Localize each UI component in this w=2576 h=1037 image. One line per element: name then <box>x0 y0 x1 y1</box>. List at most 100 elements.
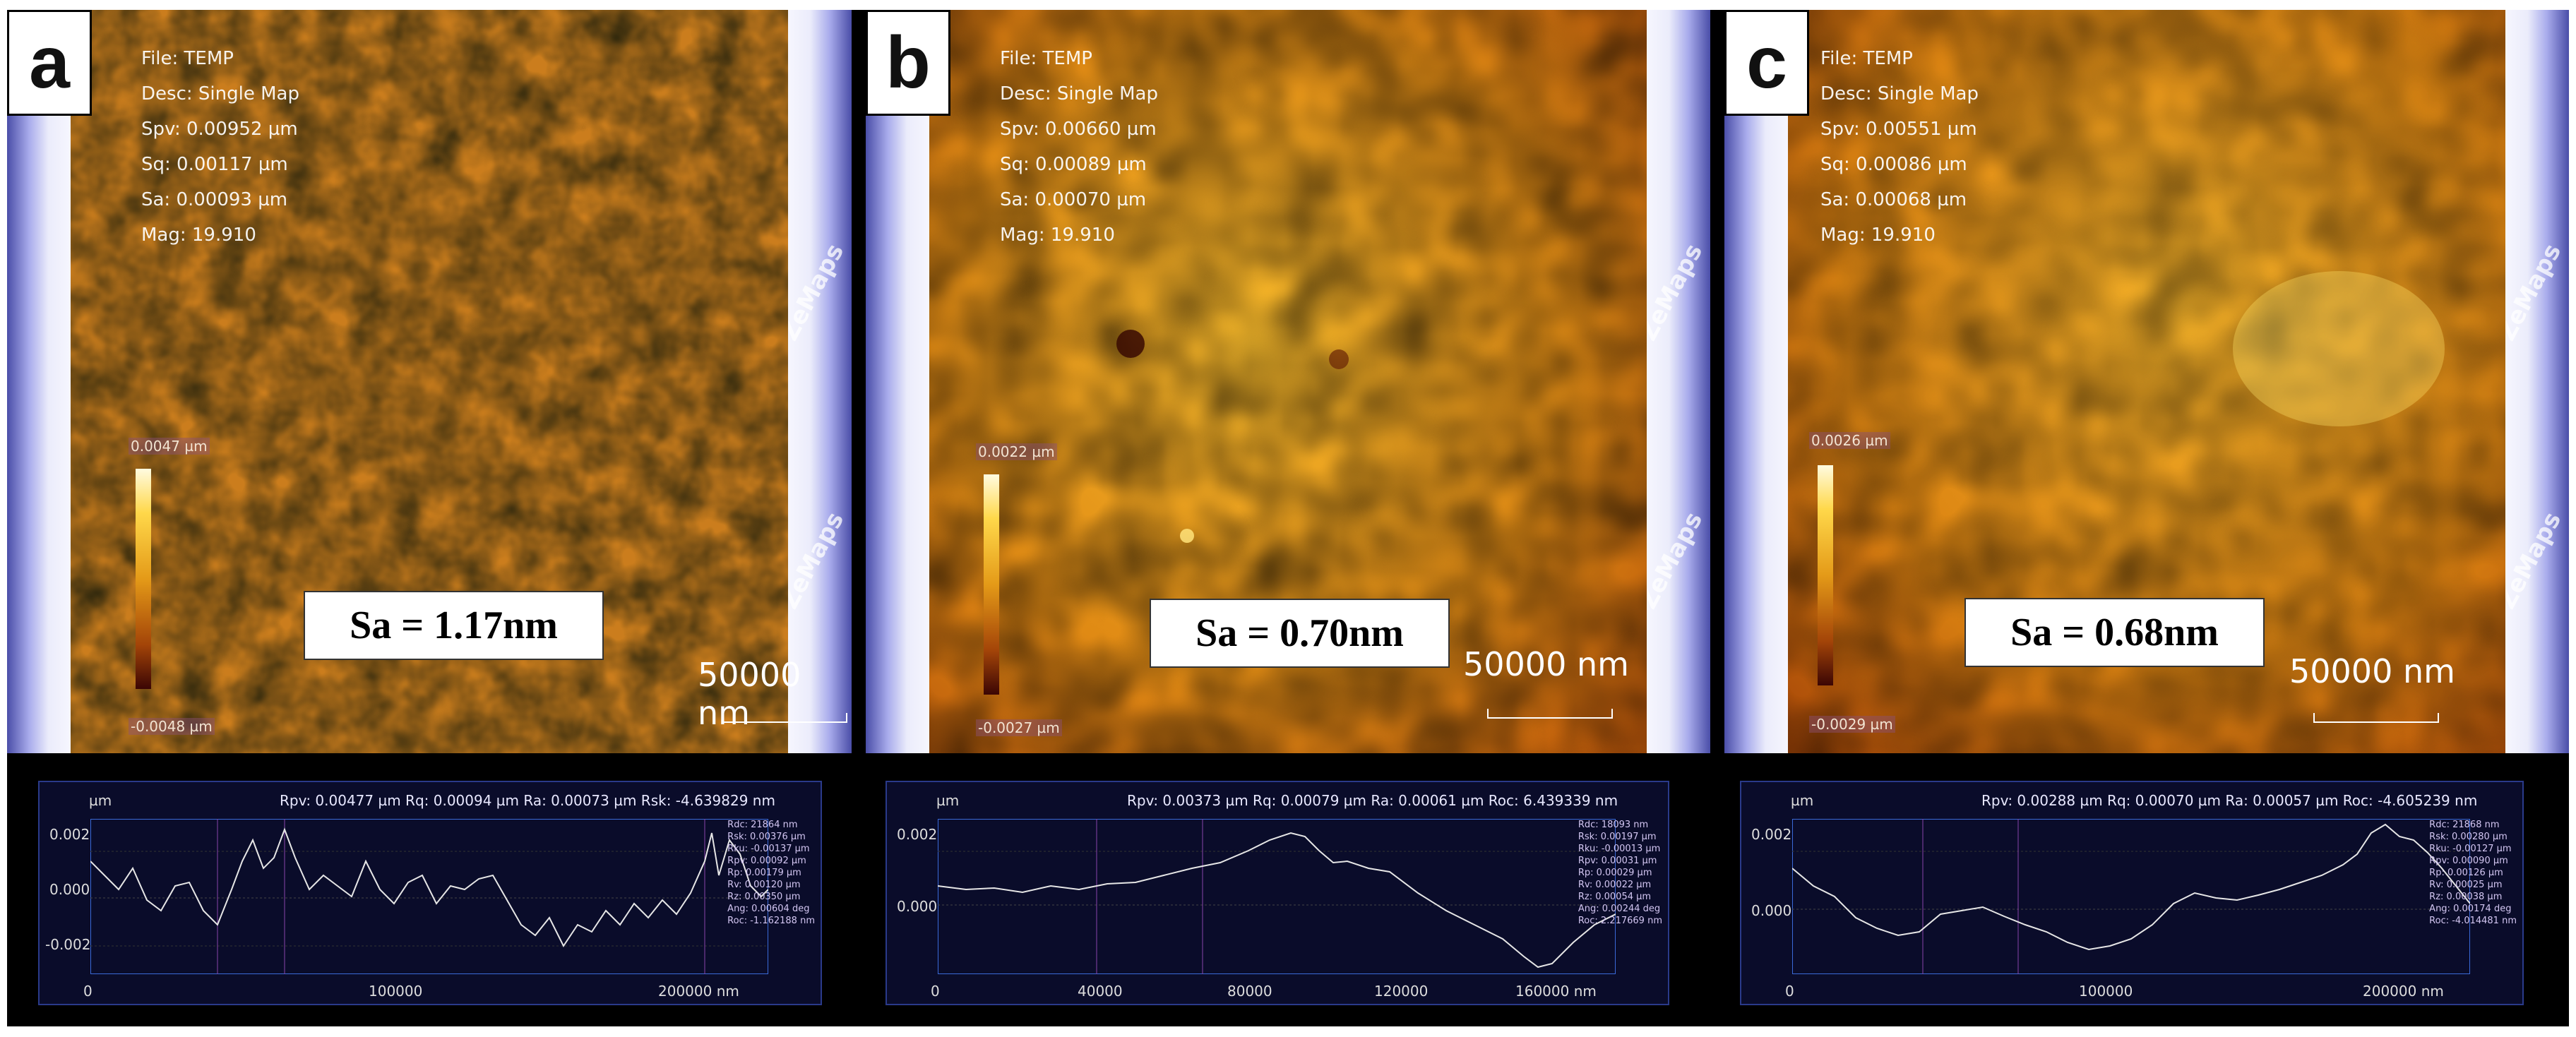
roughness-stats: Rdc: 21868 nm Rsk: 0.00280 µm Rku: -0.00… <box>2429 819 2517 927</box>
profile-plot <box>90 819 768 974</box>
y-tick-label: 0.000 <box>1751 902 1792 919</box>
side-strip-right: ZeMaps ZeMaps <box>775 10 852 753</box>
scale-bar-label: 50000 nm <box>1463 645 1629 683</box>
meta-line: Spv: 0.00551 µm <box>1820 119 1977 140</box>
profile-plot <box>938 819 1616 974</box>
x-tick-label: 100000 <box>369 983 423 1000</box>
profile-unit-label: µm <box>89 792 112 809</box>
colorbar-top-label: 0.0026 µm <box>1809 432 1890 449</box>
meta-line: Mag: 19.910 <box>1000 224 1115 246</box>
stat-line: Rv: 0.00025 µm <box>2429 880 2503 890</box>
colorbar-top-label: 0.0022 µm <box>976 443 1057 460</box>
colorbar <box>136 469 151 689</box>
meta-line: File: TEMP <box>1820 48 1913 69</box>
stat-line: Rdc: 18093 nm <box>1578 820 1649 830</box>
x-tick-label: 120000 <box>1374 983 1429 1000</box>
stat-line: Roc: -1.162188 nm <box>727 916 815 926</box>
stat-line: Rdc: 21864 nm <box>727 820 798 830</box>
stat-line: Rpv: 0.00031 µm <box>1578 856 1657 866</box>
afm-panel-a: ZeMaps ZeMaps a File: TEMP Desc: Single … <box>7 10 852 753</box>
profile-unit-label: µm <box>1791 792 1814 809</box>
colorbar-bottom-label: -0.0027 µm <box>976 719 1062 736</box>
x-tick-label: 200000 nm <box>2363 983 2444 1000</box>
meta-line: Sa: 0.00093 µm <box>141 189 288 210</box>
sa-label: Sa = 0.70nm <box>1150 599 1450 668</box>
y-tick-label: 0.000 <box>897 898 938 915</box>
stat-line: Rp: 0.00029 µm <box>1578 868 1652 878</box>
stat-line: Roc: 2.217669 nm <box>1578 916 1662 926</box>
meta-line: Spv: 0.00660 µm <box>1000 119 1157 140</box>
meta-line: Sq: 0.00089 µm <box>1000 154 1147 175</box>
colorbar-top-label: 0.0047 µm <box>129 438 210 455</box>
panel-letter: c <box>1724 10 1809 116</box>
roughness-stats: Rdc: 21864 nm Rsk: 0.00376 µm Rku: -0.00… <box>727 819 815 927</box>
colorbar <box>1818 465 1833 685</box>
stat-line: Rsk: 0.00280 µm <box>2429 832 2508 842</box>
scan-metadata: File: TEMP Desc: Single Map Spv: 0.00551… <box>1820 41 1979 253</box>
x-tick-label: 0 <box>1785 983 1794 1000</box>
stat-line: Rsk: 0.00197 µm <box>1578 832 1657 842</box>
meta-line: File: TEMP <box>1000 48 1092 69</box>
x-tick-label: 80000 <box>1227 983 1272 1000</box>
profile-trace <box>90 827 768 947</box>
height-map-image <box>71 10 788 753</box>
scale-bar <box>722 713 847 723</box>
roughness-stats: Rdc: 18093 nm Rsk: 0.00197 µm Rku: -0.00… <box>1578 819 1662 927</box>
stat-line: Rz: 0.00038 µm <box>2429 892 2503 902</box>
profile-trace <box>938 832 1616 969</box>
y-tick-label: 0.002 <box>49 826 90 843</box>
meta-line: Desc: Single Map <box>1000 83 1158 104</box>
line-profile-b: µm Rpv: 0.00373 µm Rq: 0.00079 µm Ra: 0.… <box>886 781 1669 1005</box>
meta-line: Spv: 0.00952 µm <box>141 119 298 140</box>
profile-trace <box>1792 823 2470 951</box>
profile-summary: Rpv: 0.00373 µm Rq: 0.00079 µm Ra: 0.000… <box>1127 792 1618 809</box>
colorbar-bottom-label: -0.0048 µm <box>129 718 215 735</box>
x-tick-label: 200000 nm <box>658 983 739 1000</box>
side-strip-left <box>866 10 929 753</box>
meta-line: Sq: 0.00117 µm <box>141 154 288 175</box>
line-profile-c: µm Rpv: 0.00288 µm Rq: 0.00070 µm Ra: 0.… <box>1740 781 2524 1005</box>
stat-line: Rz: 0.00054 µm <box>1578 892 1652 902</box>
stat-line: Ang: 0.00604 deg <box>727 904 810 914</box>
height-map-image <box>1788 10 2505 753</box>
side-strip-right: ZeMaps ZeMaps <box>1634 10 1710 753</box>
scan-metadata: File: TEMP Desc: Single Map Spv: 0.00660… <box>1000 41 1158 253</box>
stat-line: Ang: 0.00174 deg <box>2429 904 2512 914</box>
colorbar <box>984 474 999 695</box>
x-tick-label: 0 <box>83 983 93 1000</box>
panel-letter: a <box>7 10 92 116</box>
line-profile-a: µm Rpv: 0.00477 µm Rq: 0.00094 µm Ra: 0.… <box>38 781 822 1005</box>
stat-line: Rpv: 0.00090 µm <box>2429 856 2508 866</box>
stat-line: Rp: 0.00179 µm <box>727 868 801 878</box>
profile-unit-label: µm <box>936 792 960 809</box>
panel-letter: b <box>866 10 950 116</box>
stat-line: Rku: -0.00127 µm <box>2429 844 2512 854</box>
profile-summary: Rpv: 0.00288 µm Rq: 0.00070 µm Ra: 0.000… <box>1981 792 2478 809</box>
meta-line: Mag: 19.910 <box>1820 224 1936 246</box>
stat-line: Rz: 0.00350 µm <box>727 892 801 902</box>
meta-line: Desc: Single Map <box>1820 83 1979 104</box>
height-map-image <box>929 10 1647 753</box>
y-tick-label: 0.000 <box>49 881 90 898</box>
x-tick-label: 0 <box>931 983 940 1000</box>
stat-line: Rku: -0.00013 µm <box>1578 844 1661 854</box>
scan-metadata: File: TEMP Desc: Single Map Spv: 0.00952… <box>141 41 299 253</box>
y-tick-label: -0.002 <box>45 936 91 953</box>
meta-line: Sa: 0.00070 µm <box>1000 189 1147 210</box>
side-strip-left <box>1724 10 1788 753</box>
afm-panel-c: ZeMaps ZeMaps c File: TEMP Desc: Single … <box>1724 10 2569 753</box>
stat-line: Rdc: 21868 nm <box>2429 820 2500 830</box>
figure-frame: ZeMaps ZeMaps a File: TEMP Desc: Single … <box>7 10 2569 1026</box>
meta-line: Desc: Single Map <box>141 83 299 104</box>
scale-bar-label: 50000 nm <box>698 656 801 732</box>
stat-line: Rpv: 0.00092 µm <box>727 856 806 866</box>
colorbar-bottom-label: -0.0029 µm <box>1809 716 1895 733</box>
stat-line: Rv: 0.00022 µm <box>1578 880 1652 890</box>
meta-line: Sq: 0.00086 µm <box>1820 154 1967 175</box>
scale-bar <box>2313 713 2439 723</box>
meta-line: Mag: 19.910 <box>141 224 256 246</box>
meta-line: File: TEMP <box>141 48 234 69</box>
sa-label: Sa = 1.17nm <box>304 591 604 660</box>
stat-line: Rku: -0.00137 µm <box>727 844 810 854</box>
y-tick-label: 0.002 <box>897 826 938 843</box>
